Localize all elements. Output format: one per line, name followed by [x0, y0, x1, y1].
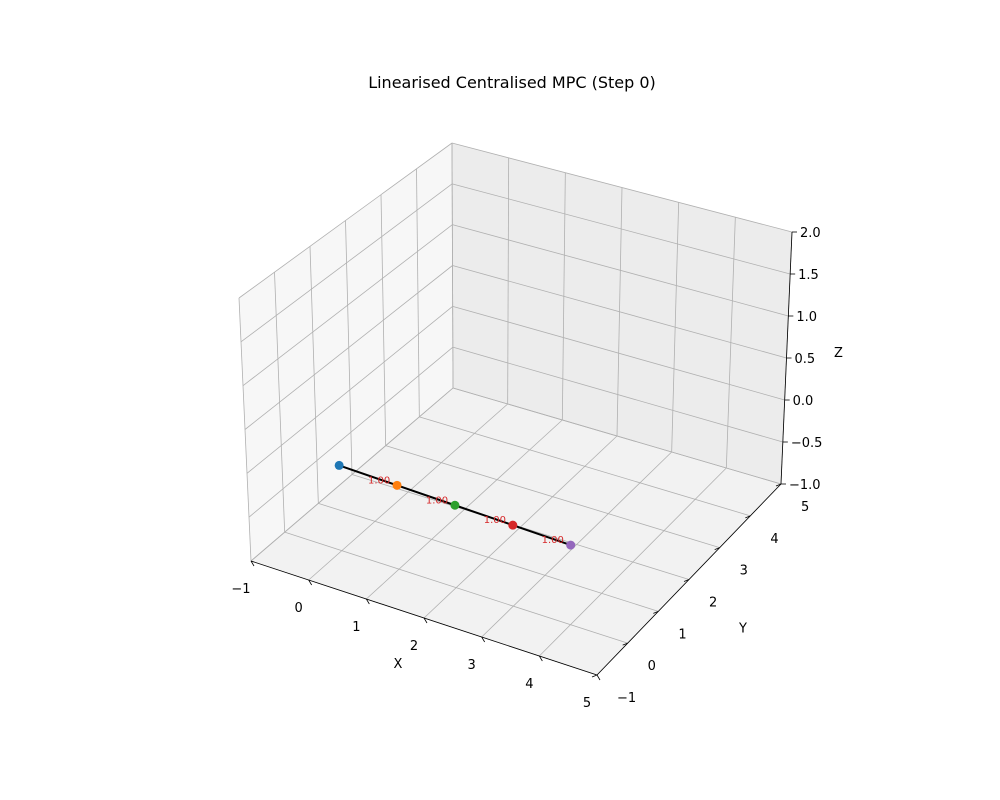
- grid-line: [284, 531, 628, 644]
- grid-line: [240, 183, 453, 343]
- x-tick-label: 2: [410, 639, 418, 654]
- y-tick: [745, 515, 751, 519]
- grid-line: [248, 346, 454, 518]
- y-tick: [775, 483, 782, 487]
- grid-line: [246, 306, 453, 474]
- chart-title: Linearised Centralised MPC (Step 0): [368, 73, 656, 92]
- agent-point: [392, 480, 402, 490]
- z-axis-label: Z: [834, 346, 843, 361]
- agent-point: [566, 540, 576, 550]
- x-tick-label: 4: [525, 677, 533, 692]
- link-distance-label: 1.00: [426, 495, 448, 506]
- left-pane: [239, 143, 453, 561]
- x-tick: [250, 560, 255, 567]
- y-tick: [653, 610, 659, 614]
- agent-point: [334, 460, 344, 470]
- y-tick-label: 3: [740, 564, 748, 579]
- y-tick-label: 5: [801, 500, 809, 515]
- grid-line: [385, 445, 720, 549]
- x-tick-label: −1: [231, 582, 250, 597]
- x-tick: [538, 655, 543, 662]
- grid-line: [238, 142, 453, 299]
- y-tick-label: −1: [617, 691, 636, 706]
- link-distance-label: 1.00: [484, 515, 506, 526]
- z-tick-label: 1.0: [796, 310, 817, 325]
- x-tick: [365, 598, 370, 605]
- z-tick-label: −1.0: [789, 478, 821, 493]
- grid-line: [250, 387, 454, 562]
- x-tick-label: 1: [352, 620, 360, 635]
- back-pane: [452, 143, 792, 484]
- grid-line: [452, 265, 787, 359]
- y-tick: [683, 579, 690, 582]
- link-line: [338, 464, 398, 487]
- z-tick-label: 0.0: [793, 394, 814, 409]
- y-tick-label: 0: [648, 659, 656, 674]
- grid-line: [452, 387, 782, 485]
- x-tick: [423, 617, 428, 624]
- agent-point: [508, 520, 518, 530]
- x-tick: [308, 579, 313, 586]
- grid-line: [452, 305, 785, 401]
- grid-line: [318, 502, 659, 612]
- grid-line: [244, 265, 453, 430]
- y-tick-label: 2: [709, 596, 717, 611]
- y-tick-label: 1: [678, 627, 686, 642]
- z-tick-label: 2.0: [800, 226, 821, 241]
- grid-line: [452, 346, 783, 443]
- y-axis-label: Y: [738, 622, 747, 637]
- grid-line: [452, 183, 791, 275]
- y-tick: [622, 642, 628, 646]
- link-line: [396, 484, 456, 507]
- y-tick: [591, 674, 598, 678]
- x-tick-label: 5: [583, 696, 591, 711]
- grid-line: [242, 224, 453, 386]
- x-tick-label: 3: [468, 658, 476, 673]
- link-line: [512, 524, 572, 547]
- y-tick: [714, 547, 720, 551]
- x-tick: [596, 674, 601, 681]
- z-tick-label: 1.5: [798, 268, 819, 283]
- grid-line: [451, 142, 793, 233]
- link-distance-label: 1.00: [542, 535, 564, 546]
- x-tick-label: 0: [295, 601, 303, 616]
- y-tick-label: 4: [770, 532, 778, 547]
- z-tick-label: −0.5: [791, 436, 823, 451]
- link-line: [454, 504, 514, 527]
- x-axis-label: X: [394, 657, 403, 672]
- z-tick-label: 0.5: [795, 352, 816, 367]
- agent-point: [450, 500, 460, 510]
- grid-line: [419, 416, 751, 517]
- x-tick: [481, 636, 486, 643]
- grid-line: [452, 224, 789, 317]
- link-distance-label: 1.00: [368, 475, 390, 486]
